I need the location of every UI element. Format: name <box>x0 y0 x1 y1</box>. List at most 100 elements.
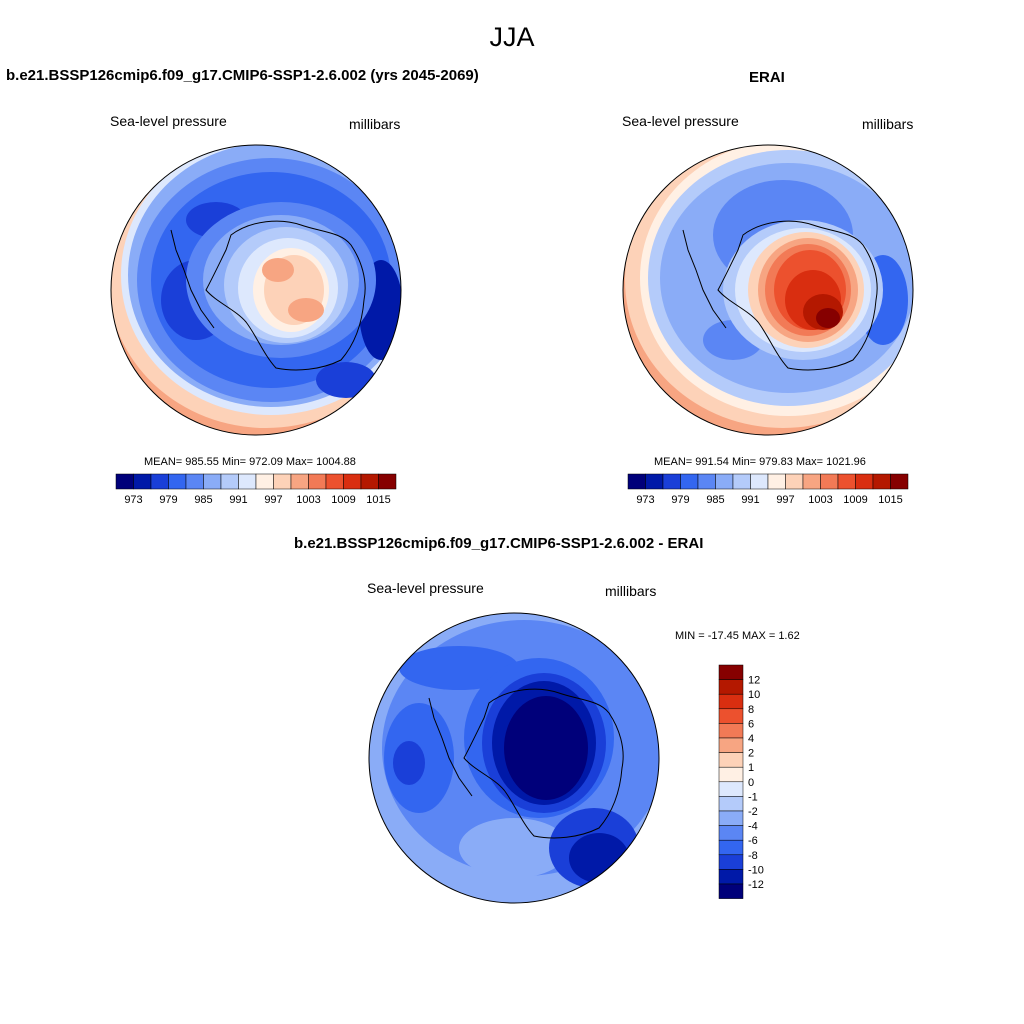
model-colorbar: 973 979 985 991 997 1003 1009 1015 <box>115 473 397 506</box>
obs-colorbar-swatch <box>645 473 664 490</box>
obs-map <box>622 144 914 436</box>
diff-colorbar-tick-label: -8 <box>748 850 758 862</box>
obs-colorbar-swatch <box>785 473 804 490</box>
obs-colorbar-swatch <box>750 473 769 490</box>
diff-colorbar-swatch <box>718 737 744 753</box>
model-colorbar-tick-label: 1003 <box>296 494 320 506</box>
obs-colorbar-tick-label: 1009 <box>843 494 867 506</box>
obs-stats: MEAN= 991.54 Min= 979.83 Max= 1021.96 <box>654 456 866 468</box>
obs-panel-title: ERAI <box>749 69 785 86</box>
diff-colorbar-tick-label: -1 <box>748 791 758 803</box>
obs-colorbar-swatch <box>627 473 646 490</box>
model-colorbar-swatch <box>273 473 292 490</box>
obs-colorbar-swatch <box>662 473 681 490</box>
diff-colorbar-tick-label: 0 <box>748 777 754 789</box>
model-colorbar-swatch <box>378 473 397 490</box>
model-colorbar-swatch <box>360 473 379 490</box>
obs-colorbar-swatch <box>680 473 699 490</box>
diff-colorbar-swatch <box>718 825 744 841</box>
obs-colorbar-tick-label: 973 <box>636 494 654 506</box>
model-colorbar-swatch <box>203 473 222 490</box>
diff-colorbar-swatch <box>718 708 744 724</box>
diff-colorbar-tick-label: 10 <box>748 689 760 701</box>
diff-colorbar-tick-label: 6 <box>748 718 754 730</box>
model-colorbar-swatch <box>168 473 187 490</box>
model-colorbar-tick-label: 973 <box>124 494 142 506</box>
diff-colorbar-swatch <box>718 664 744 680</box>
diff-variable-label: Sea-level pressure <box>367 580 484 596</box>
obs-colorbar-tick-label: 1003 <box>808 494 832 506</box>
model-units-label: millibars <box>349 116 401 132</box>
model-panel-title: b.e21.BSSP126cmip6.f09_g17.CMIP6-SSP1-2.… <box>6 67 479 84</box>
model-coastline <box>170 220 366 371</box>
diff-colorbar-swatch <box>718 752 744 768</box>
model-map <box>110 144 402 436</box>
diff-colorbar-swatch <box>718 781 744 797</box>
obs-colorbar-swatch <box>767 473 786 490</box>
diff-colorbar-swatch <box>718 883 744 899</box>
diff-colorbar-swatch <box>718 766 744 783</box>
obs-colorbar-swatch <box>715 473 734 490</box>
obs-colorbar: 973 979 985 991 997 1003 1009 1015 <box>627 473 909 506</box>
diff-colorbar-tick-label: 8 <box>748 704 754 716</box>
model-colorbar-swatch <box>343 473 362 490</box>
obs-colorbar-swatch <box>802 473 821 490</box>
obs-coastline <box>682 220 878 371</box>
diff-colorbar-swatch <box>718 723 744 739</box>
diff-colorbar-tick-label: 2 <box>748 748 754 760</box>
obs-colorbar-swatch <box>820 473 839 490</box>
diff-colorbar-tick-label: -4 <box>748 821 758 833</box>
diff-panel-title: b.e21.BSSP126cmip6.f09_g17.CMIP6-SSP1-2.… <box>294 535 704 552</box>
model-colorbar-tick-label: 1015 <box>366 494 390 506</box>
diff-colorbar-swatch <box>718 854 744 870</box>
diff-colorbar-swatch <box>718 679 744 695</box>
model-colorbar-swatch <box>325 473 344 490</box>
diff-colorbar-tick-label: -6 <box>748 835 758 847</box>
diff-colorbar-tick-label: 1 <box>748 762 754 774</box>
diff-colorbar-swatch <box>718 693 744 710</box>
model-colorbar-tick-label: 991 <box>229 494 247 506</box>
obs-variable-label: Sea-level pressure <box>622 113 739 129</box>
figure-title: JJA <box>489 22 535 52</box>
obs-colorbar-swatch <box>837 473 856 490</box>
obs-colorbar-tick-label: 997 <box>776 494 794 506</box>
obs-colorbar-swatch <box>732 473 751 490</box>
obs-colorbar-swatch <box>855 473 874 490</box>
obs-colorbar-tick-label: 991 <box>741 494 759 506</box>
model-colorbar-swatch <box>115 473 134 490</box>
model-colorbar-tick-label: 1009 <box>331 494 355 506</box>
diff-colorbar-tick-label: -10 <box>748 864 764 876</box>
obs-colorbar-tick-label: 979 <box>671 494 689 506</box>
model-colorbar-tick-label: 997 <box>264 494 282 506</box>
obs-colorbar-tick-label: 1015 <box>878 494 902 506</box>
model-colorbar-tick-label: 985 <box>194 494 212 506</box>
model-colorbar-swatch <box>290 473 309 490</box>
model-variable-label: Sea-level pressure <box>110 113 227 129</box>
diff-colorbar-swatch <box>718 810 744 826</box>
model-colorbar-swatch <box>150 473 169 490</box>
diff-units-label: millibars <box>605 583 657 599</box>
diff-colorbar-tick-label: -12 <box>748 879 764 891</box>
diff-coastline <box>428 688 624 839</box>
model-stats: MEAN= 985.55 Min= 972.09 Max= 1004.88 <box>144 456 356 468</box>
obs-colorbar-swatch <box>697 473 716 490</box>
model-colorbar-swatch <box>238 473 257 490</box>
model-colorbar-swatch <box>220 473 239 490</box>
diff-map <box>368 612 660 904</box>
obs-units-label: millibars <box>862 116 914 132</box>
model-colorbar-swatch <box>255 473 274 490</box>
obs-colorbar-swatch <box>872 473 891 490</box>
diff-colorbar-swatch <box>718 796 744 812</box>
model-colorbar-swatch <box>185 473 204 490</box>
model-colorbar-swatch <box>308 473 327 490</box>
diff-colorbar-swatch <box>718 869 744 885</box>
diff-stats: MIN = -17.45 MAX = 1.62 <box>675 630 800 642</box>
model-colorbar-swatch <box>133 473 152 490</box>
model-colorbar-tick-label: 979 <box>159 494 177 506</box>
diff-colorbar-swatch <box>718 839 744 856</box>
diff-colorbar-tick-label: -2 <box>748 806 758 818</box>
diff-colorbar-tick-label: 12 <box>748 675 760 687</box>
obs-colorbar-swatch <box>890 473 909 490</box>
diff-colorbar-tick-label: 4 <box>748 733 754 745</box>
